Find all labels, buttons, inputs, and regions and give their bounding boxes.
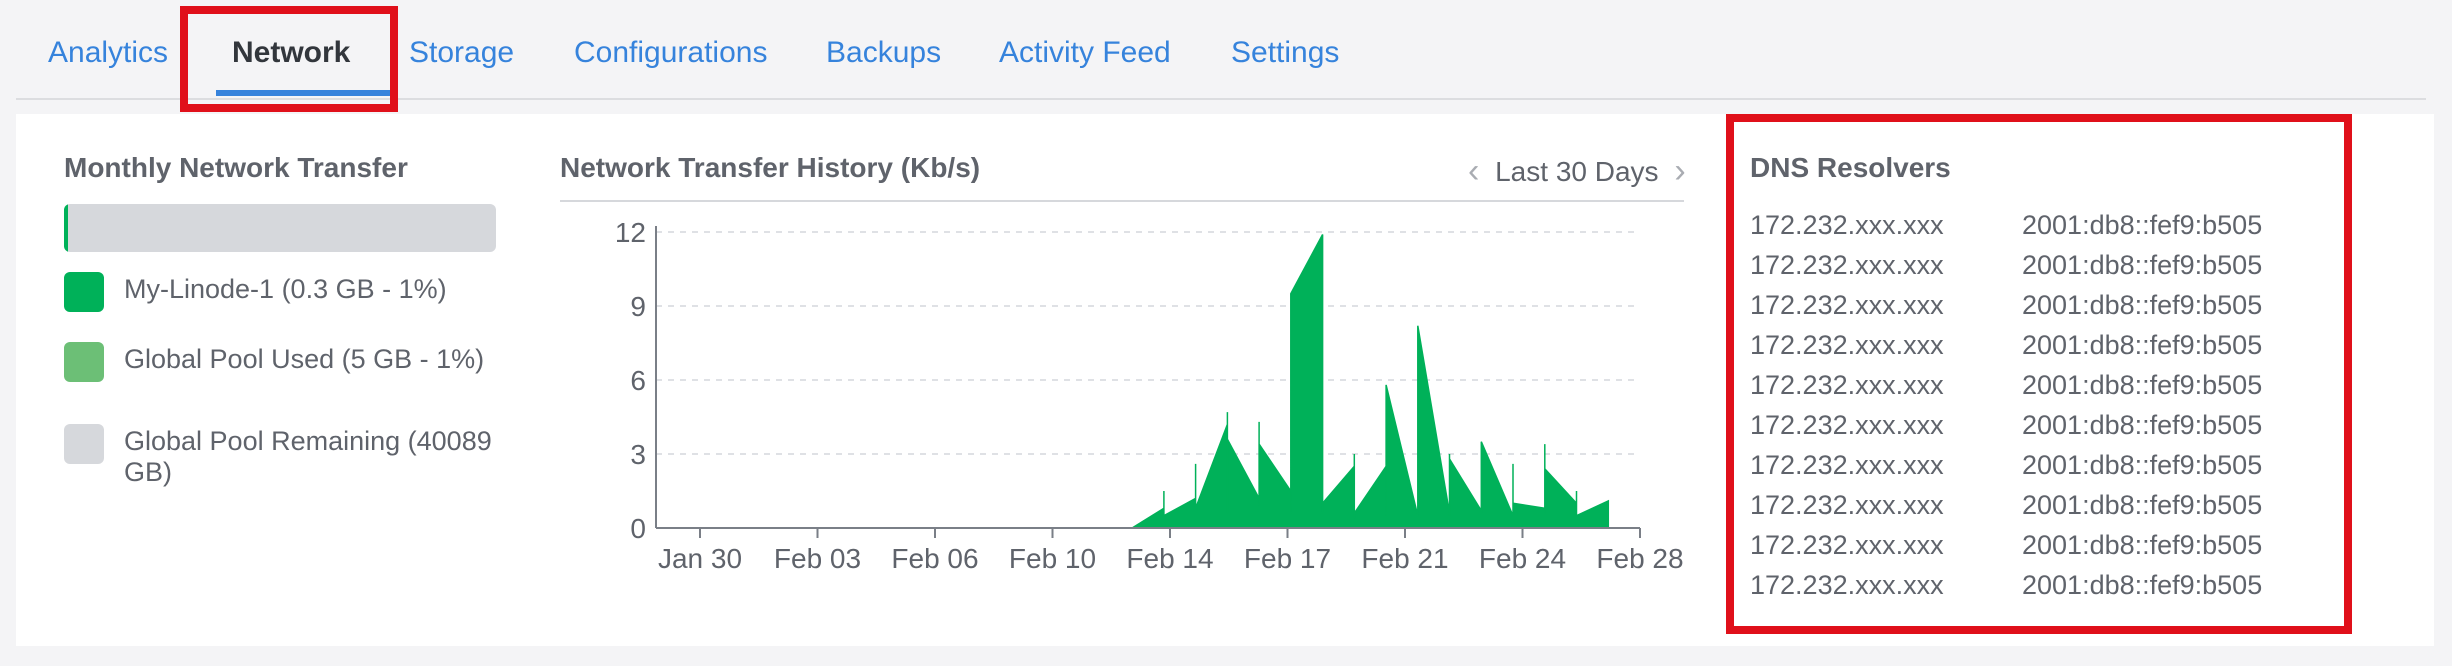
y-tick-label: 6 xyxy=(630,365,646,396)
dns-resolver-row: 172.232.xxx.xxx 2001:db8::fef9:b505 xyxy=(1750,530,2310,570)
legend-swatch-linode xyxy=(64,272,104,312)
dns-resolver-row: 172.232.xxx.xxx 2001:db8::fef9:b505 xyxy=(1750,370,2310,410)
dns-resolver-row: 172.232.xxx.xxx 2001:db8::fef9:b505 xyxy=(1750,210,2310,250)
dns-ipv4: 172.232.xxx.xxx xyxy=(1750,290,1944,320)
dns-ipv4: 172.232.xxx.xxx xyxy=(1750,330,1944,360)
x-tick-label: Feb 28 xyxy=(1596,543,1683,574)
legend-label-linode: My-Linode-1 (0.3 GB - 1%) xyxy=(124,274,447,304)
dns-resolver-row: 172.232.xxx.xxx 2001:db8::fef9:b505 xyxy=(1750,490,2310,530)
dns-ipv4: 172.232.xxx.xxx xyxy=(1750,490,1944,520)
network-panel: Monthly Network Transfer My-Linode-1 (0.… xyxy=(16,114,2434,646)
tab-backups[interactable]: Backups xyxy=(826,36,942,69)
range-selector: ‹ Last 30 Days › xyxy=(1468,152,1686,192)
y-tick-label: 0 xyxy=(630,513,646,544)
dns-highlight-box xyxy=(1726,114,2352,634)
dns-resolver-row: 172.232.xxx.xxx 2001:db8::fef9:b505 xyxy=(1750,330,2310,370)
legend-swatch-pool-remaining xyxy=(64,424,104,464)
y-tick-label: 3 xyxy=(630,439,646,470)
legend-label-pool-used: Global Pool Used (5 GB - 1%) xyxy=(124,344,485,374)
x-tick-label: Feb 24 xyxy=(1479,543,1566,574)
tab-storage[interactable]: Storage xyxy=(409,36,515,69)
dns-resolver-row: 172.232.xxx.xxx 2001:db8::fef9:b505 xyxy=(1750,290,2310,330)
dns-ipv6: 2001:db8::fef9:b505 xyxy=(2022,210,2263,240)
legend-label-pool-remaining: Global Pool Remaining (40089 GB) xyxy=(124,426,492,487)
x-tick-label: Feb 03 xyxy=(774,543,861,574)
tab-activity-feed[interactable]: Activity Feed xyxy=(999,36,1171,69)
dns-ipv6: 2001:db8::fef9:b505 xyxy=(2022,290,2263,320)
active-tab-indicator xyxy=(216,90,393,96)
network-transfer-chart: 0 3 6 9 12 Jan 30 Feb 03 Feb 06 Feb 10 Feb 14 Feb … xyxy=(615,217,1684,574)
history-divider xyxy=(560,200,1684,202)
tab-settings[interactable]: Settings xyxy=(1231,36,1340,69)
x-tick-label: Feb 10 xyxy=(1009,543,1096,574)
chevron-left-icon[interactable]: ‹ xyxy=(1468,152,1480,190)
chevron-right-icon[interactable]: › xyxy=(1674,152,1686,190)
transfer-usage-fill xyxy=(64,204,69,252)
tab-analytics[interactable]: Analytics xyxy=(48,36,169,69)
y-tick-label: 12 xyxy=(615,217,646,248)
legend-swatch-pool-used xyxy=(64,342,104,382)
dns-ipv6: 2001:db8::fef9:b505 xyxy=(2022,250,2263,280)
dns-resolvers-title: DNS Resolvers xyxy=(1750,152,1951,183)
dns-ipv6: 2001:db8::fef9:b505 xyxy=(2022,530,2263,560)
dns-ipv4: 172.232.xxx.xxx xyxy=(1750,370,1944,400)
tab-configurations[interactable]: Configurations xyxy=(574,36,768,69)
x-tick-label: Feb 14 xyxy=(1126,543,1213,574)
dns-resolver-row: 172.232.xxx.xxx 2001:db8::fef9:b505 xyxy=(1750,250,2310,290)
x-tick-label: Feb 21 xyxy=(1361,543,1448,574)
dns-ipv4: 172.232.xxx.xxx xyxy=(1750,250,1944,280)
monthly-transfer-title: Monthly Network Transfer xyxy=(64,152,408,183)
x-tick-label: Feb 17 xyxy=(1244,543,1331,574)
dns-resolver-row: 172.232.xxx.xxx 2001:db8::fef9:b505 xyxy=(1750,450,2310,490)
dns-resolver-row: 172.232.xxx.xxx 2001:db8::fef9:b505 xyxy=(1750,570,2310,610)
dns-ipv6: 2001:db8::fef9:b505 xyxy=(2022,370,2263,400)
transfer-area-series xyxy=(656,234,1610,529)
history-title: Network Transfer History (Kb/s) xyxy=(560,152,981,183)
dns-resolver-row: 172.232.xxx.xxx 2001:db8::fef9:b505 xyxy=(1750,410,2310,450)
x-tick-label: Feb 06 xyxy=(891,543,978,574)
dns-ipv6: 2001:db8::fef9:b505 xyxy=(2022,330,2263,360)
x-tick-label: Jan 30 xyxy=(658,543,742,574)
dns-ipv4: 172.232.xxx.xxx xyxy=(1750,210,1944,240)
dns-ipv6: 2001:db8::fef9:b505 xyxy=(2022,450,2263,480)
dns-ipv6: 2001:db8::fef9:b505 xyxy=(2022,410,2263,440)
transfer-usage-bar xyxy=(64,204,496,252)
range-label: Last 30 Days xyxy=(1495,155,1659,187)
y-tick-label: 9 xyxy=(630,291,646,322)
dns-ipv4: 172.232.xxx.xxx xyxy=(1750,410,1944,440)
dns-ipv4: 172.232.xxx.xxx xyxy=(1750,570,1944,600)
tab-highlight-box xyxy=(180,6,398,112)
dns-ipv6: 2001:db8::fef9:b505 xyxy=(2022,490,2263,520)
tab-network[interactable]: Network xyxy=(232,36,351,69)
dns-ipv6: 2001:db8::fef9:b505 xyxy=(2022,570,2263,600)
dns-ipv4: 172.232.xxx.xxx xyxy=(1750,450,1944,480)
tab-bar: Analytics Network Storage Configurations… xyxy=(16,0,2426,100)
dns-ipv4: 172.232.xxx.xxx xyxy=(1750,530,1944,560)
